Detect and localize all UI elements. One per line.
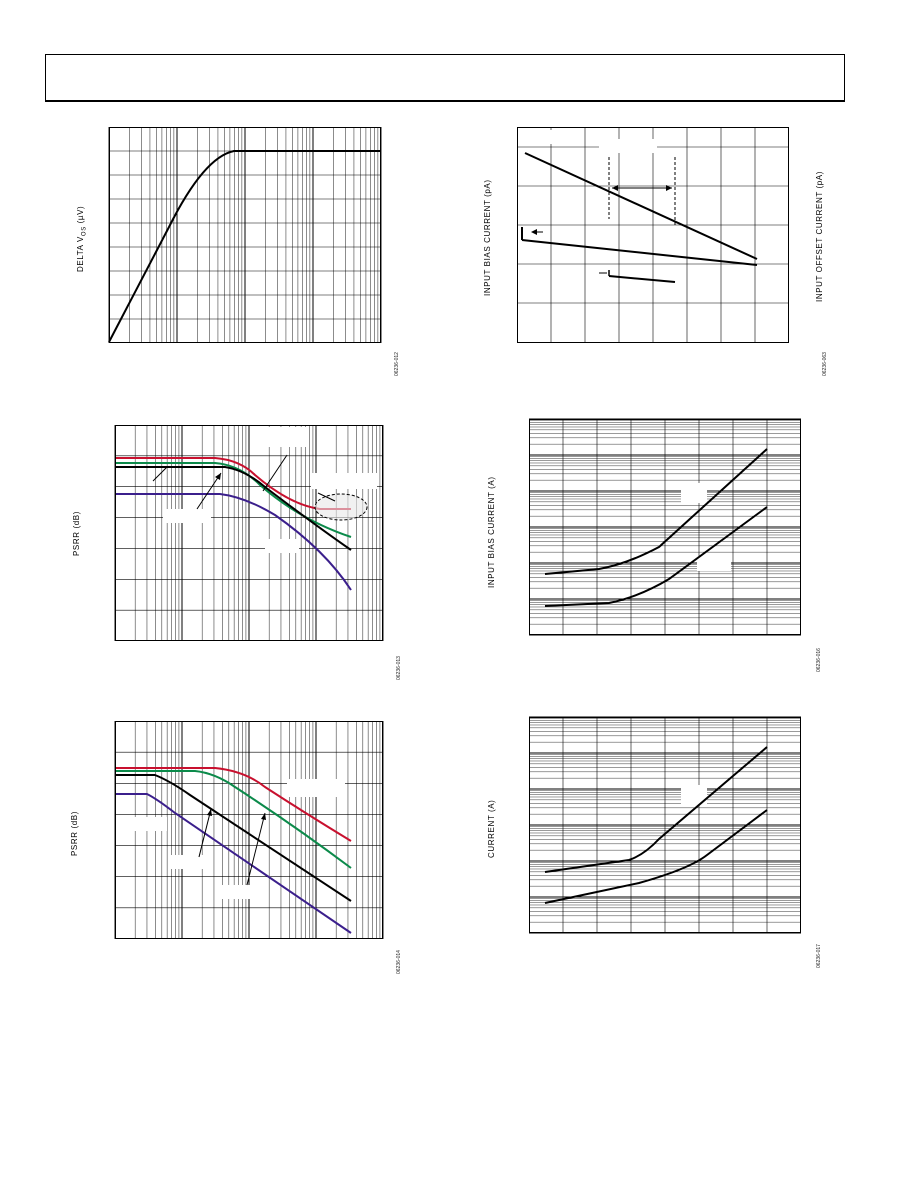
delta-vos-ylabel: DELTA VOS (µV) [76, 205, 88, 272]
psrr-neg-black [115, 774, 352, 902]
psrr-neg-green [115, 770, 352, 869]
bias-log-upper [544, 448, 768, 575]
psrr-pos-chart [114, 425, 384, 641]
bias-temp-frame [517, 127, 789, 343]
psrr-pos-purple [115, 493, 352, 591]
current-log-grid [529, 716, 801, 934]
delta-vos-grid [108, 127, 382, 343]
bias-temp-label-mask-1 [519, 130, 581, 144]
psrr-pos-highlight [314, 493, 368, 521]
psrr-neg-purple [115, 793, 352, 934]
current-log-ylabel: CURRENT (A) [487, 799, 496, 858]
bias-temp-arrowheads [612, 185, 672, 191]
bias-log-grid [529, 418, 801, 636]
psrr-pos-ylabel: PSRR (dB) [72, 511, 81, 556]
bias-temp-grid [517, 127, 789, 343]
delta-vos-curve [108, 150, 380, 343]
bias-temp-label-mask-2 [599, 139, 657, 153]
delta-vos-figure-id: 06236-012 [394, 352, 400, 376]
bias-temp-ylabel-right: INPUT OFFSET CURRENT (pA) [815, 170, 824, 302]
psrr-neg-ylabel: PSRR (dB) [70, 811, 79, 856]
bias-temp-short-line [608, 275, 676, 283]
page-header-box [45, 54, 845, 102]
psrr-pos-figure-id: 06236-013 [396, 656, 402, 680]
bias-current-line [524, 152, 758, 260]
delta-vos-frame [109, 127, 381, 343]
psrr-pos-frame [115, 425, 383, 641]
psrr-neg-figure-id: 06236-014 [396, 950, 402, 974]
current-log-lower [544, 809, 768, 904]
psrr-pos-red [115, 457, 351, 510]
psrr-pos-green [115, 462, 352, 538]
psrr-neg-red [115, 767, 352, 842]
current-log-figure-id: 06236-017 [816, 944, 822, 968]
bias-log-chart [529, 418, 801, 636]
bias-temp-figure-id: 06236-063 [822, 352, 828, 376]
bias-log-figure-id: 06236-016 [816, 648, 822, 672]
bias-log-ylabel: INPUT BIAS CURRENT (A) [487, 476, 496, 588]
bias-temp-ylabel-left: INPUT BIAS CURRENT (pA) [483, 179, 492, 296]
current-log-frame [529, 717, 801, 933]
bias-log-lower [544, 506, 768, 607]
psrr-neg-chart [114, 721, 384, 939]
offset-current-line [521, 239, 758, 266]
bias-log-frame [529, 419, 801, 635]
delta-vos-chart [108, 127, 382, 343]
psrr-neg-frame [115, 721, 383, 939]
current-log-upper [544, 746, 768, 873]
current-log-chart [529, 716, 801, 934]
bias-temp-chart [517, 127, 789, 343]
